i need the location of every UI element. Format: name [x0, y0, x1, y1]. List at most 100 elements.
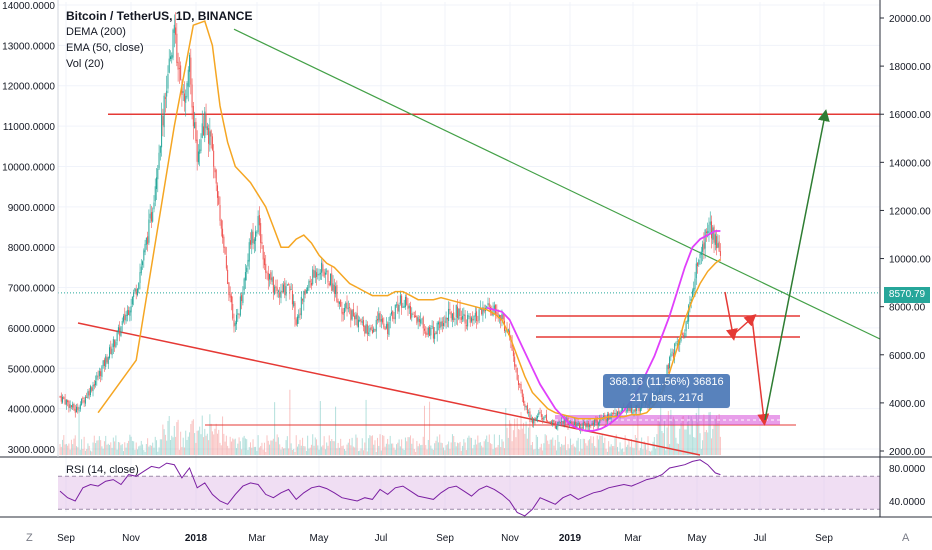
- volume-bar: [496, 447, 498, 455]
- candle-body: [397, 303, 399, 312]
- candle-body: [545, 414, 547, 421]
- volume-bar: [650, 451, 652, 455]
- candle-body: [117, 327, 119, 332]
- indicator-dema[interactable]: DEMA (200): [66, 26, 126, 38]
- candle-body: [370, 327, 372, 330]
- candle-body: [68, 401, 70, 408]
- candles: [59, 12, 721, 434]
- candle-body: [707, 231, 709, 234]
- rsi-label[interactable]: RSI (14, close): [66, 464, 139, 476]
- candle-body: [410, 306, 412, 319]
- right-tick-label: 2000.00: [889, 447, 926, 458]
- candle-body: [105, 356, 107, 367]
- volume-bar: [356, 437, 358, 455]
- volume-bar: [660, 406, 662, 455]
- volume-bar: [178, 449, 180, 455]
- volume-bar: [332, 441, 334, 455]
- candle-body: [143, 250, 145, 261]
- volume-bar: [568, 448, 570, 455]
- volume-bar: [183, 447, 185, 455]
- volume-bar: [404, 437, 406, 455]
- volume-bar: [145, 444, 147, 455]
- volume-bar: [390, 443, 392, 455]
- volume-bar: [609, 446, 611, 455]
- volume-bar: [326, 442, 328, 455]
- candle-body: [293, 301, 295, 307]
- candle-body: [478, 309, 480, 321]
- volume-bar: [156, 440, 158, 455]
- indicator-vol[interactable]: Vol (20): [66, 58, 104, 70]
- volume-bar: [250, 442, 251, 455]
- candle-body: [299, 313, 301, 315]
- indicator-ema[interactable]: EMA (50, close): [66, 42, 144, 54]
- candle-body: [366, 324, 368, 335]
- candle-body: [379, 312, 381, 323]
- volume-bar: [192, 419, 194, 455]
- volume-bar: [392, 443, 394, 455]
- candle-body: [310, 282, 312, 286]
- volume-bar: [401, 439, 403, 455]
- volume-bar: [330, 441, 332, 455]
- candle-body: [236, 314, 238, 325]
- volume-bar: [591, 443, 593, 455]
- candle-body: [89, 386, 91, 396]
- volume-bar: [501, 439, 503, 455]
- volume-bar: [575, 447, 577, 455]
- candle-body: [180, 65, 182, 80]
- volume-bar: [629, 446, 631, 455]
- volume-bar: [333, 441, 335, 455]
- volume-bar: [159, 439, 161, 455]
- candle-body: [289, 286, 291, 292]
- ema-50-line: [486, 230, 721, 432]
- volume-bar: [387, 438, 389, 455]
- zoom-toggle-icon[interactable]: Z: [26, 532, 33, 544]
- volume-bar: [142, 444, 144, 455]
- volume-bar: [512, 430, 514, 455]
- volume-bar: [338, 447, 340, 455]
- volume-bar: [279, 444, 281, 455]
- volume-bar: [510, 423, 512, 455]
- volume-bar: [262, 449, 264, 455]
- volume-bar: [516, 418, 518, 455]
- volume-bar: [74, 435, 76, 455]
- candle-body: [82, 397, 84, 400]
- volume-bar: [467, 437, 469, 455]
- volume-bar: [342, 445, 344, 455]
- volume-bar: [691, 420, 693, 455]
- candle-body: [303, 290, 305, 303]
- volume-bar: [515, 437, 517, 455]
- volume-bar: [713, 425, 715, 455]
- volume-bar: [300, 445, 302, 455]
- candle-body: [417, 317, 419, 322]
- volume-bar: [420, 445, 422, 455]
- volume-bar: [182, 437, 184, 455]
- candle-body: [100, 371, 102, 376]
- candle-body: [230, 295, 232, 303]
- candle-body: [195, 121, 197, 142]
- volume-bar: [93, 435, 95, 455]
- candle-body: [512, 350, 514, 357]
- candle-body: [269, 273, 271, 280]
- volume-bar: [611, 446, 613, 455]
- volume-bar: [157, 451, 159, 455]
- candle-body: [488, 303, 490, 307]
- volume-bar: [322, 445, 324, 455]
- volume-bar: [495, 447, 497, 455]
- candle-body: [709, 221, 711, 225]
- auto-scale-icon[interactable]: A: [902, 532, 910, 544]
- moving-averages: [97, 20, 721, 432]
- candle-body: [496, 312, 498, 315]
- volume-bar: [437, 442, 439, 455]
- volume-bar: [465, 450, 467, 455]
- candle-body: [509, 330, 511, 336]
- volume-bar: [483, 441, 485, 455]
- volume-bar: [637, 406, 639, 455]
- volume-bar: [676, 443, 678, 455]
- candle-body: [681, 333, 683, 335]
- candle-body: [340, 299, 342, 307]
- drawing-lines: [58, 28, 881, 456]
- candle-body: [64, 399, 66, 405]
- volume-bar: [336, 448, 338, 455]
- volume-bar: [116, 449, 118, 455]
